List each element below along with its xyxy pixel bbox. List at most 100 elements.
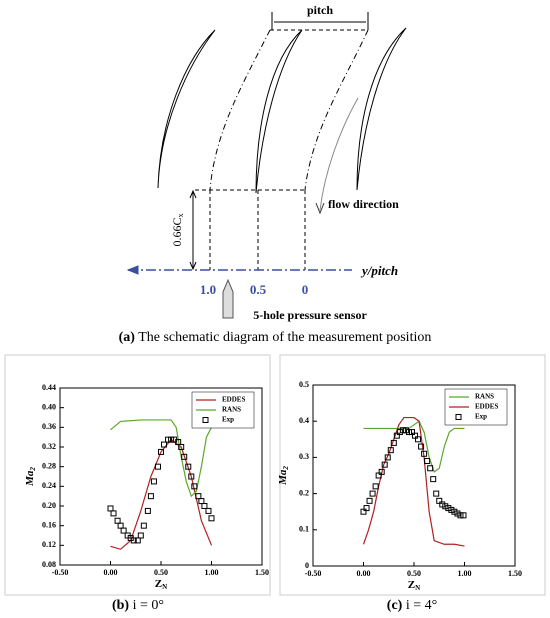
flow-arrowhead [315, 202, 325, 215]
schematic [126, 12, 407, 319]
data-point [460, 512, 467, 519]
y-label-main: Ma [24, 470, 36, 487]
y-label-main: Ma [277, 469, 289, 486]
data-point [445, 505, 452, 512]
blade [157, 29, 216, 189]
y-tick-label: 0.12 [42, 540, 56, 549]
data-point [424, 458, 431, 465]
y-tick-label: 0.28 [42, 461, 56, 470]
data-point [154, 463, 161, 470]
legend-label: EDDES [222, 396, 245, 404]
data-point [418, 443, 425, 450]
data-point [175, 439, 182, 446]
data-point [412, 432, 419, 439]
legend-swatch [455, 414, 462, 420]
caption-text: i = 4° [406, 598, 437, 613]
sensor-label: 5-hole pressure sensor [253, 308, 367, 322]
legend-label: Exp [475, 413, 487, 421]
data-point [360, 508, 367, 515]
caption-label: (a) [119, 330, 136, 345]
data-point [198, 498, 205, 505]
data-point [130, 537, 137, 544]
y-tick-label: 0.5 [299, 380, 309, 389]
data-point [201, 503, 208, 509]
y-tick-label: 0.1 [299, 525, 309, 534]
data-point [378, 468, 385, 475]
caption: (b) i = 0° [112, 598, 164, 613]
y-tick-label: 0 [305, 561, 309, 570]
blade [255, 29, 303, 194]
y-tick-label: 0.2 [299, 488, 309, 497]
y-tick-label: 0.16 [42, 520, 56, 529]
data-point [454, 510, 461, 517]
axis-label: y/pitch [360, 263, 398, 278]
x-axis-label: ZN [408, 579, 420, 592]
caption: (c) i = 4° [387, 598, 437, 613]
x-tick-label: 0.00 [104, 568, 118, 577]
y-tick-label: 0.3 [299, 452, 309, 461]
x-tick-label: 0.50 [407, 569, 421, 578]
data-point [165, 436, 172, 443]
data-point [178, 444, 185, 450]
x-tick-label: 0.00 [357, 569, 371, 578]
x-label-sub: N [415, 584, 420, 592]
data-point [457, 512, 464, 519]
y-tick-label: 0.36 [42, 422, 56, 431]
data-point [117, 522, 124, 529]
data-point [375, 472, 382, 479]
data-point [181, 453, 188, 460]
data-point [188, 473, 195, 480]
legend-label: Exp [222, 416, 234, 424]
y-label-sub: 2 [282, 466, 290, 471]
data-point [195, 493, 202, 500]
y-tick-label: 0.08 [42, 560, 56, 569]
height-sub: x [176, 213, 185, 217]
data-point [140, 522, 147, 529]
y-tick-label: 0.4 [299, 416, 309, 425]
data-point [137, 532, 144, 539]
data-point [168, 436, 175, 443]
x-tick-label: -0.50 [305, 569, 322, 578]
x-label-main: Z [408, 579, 415, 591]
data-point [430, 476, 437, 483]
data-point [185, 463, 192, 470]
data-point [191, 483, 198, 490]
data-point [433, 490, 440, 497]
data-point [439, 501, 446, 508]
data-point [396, 429, 403, 436]
y-tick-label: 0.20 [42, 501, 56, 510]
x-tick-label: 0.50 [154, 568, 168, 577]
data-point [415, 436, 422, 443]
caption: (a) The schematic diagram of the measure… [119, 330, 432, 345]
legend-label: EDDES [475, 403, 498, 411]
y-axis-label: Ma2 [24, 467, 37, 487]
x-tick-label: 1.00 [458, 569, 472, 578]
data-point [381, 461, 388, 468]
y-tick-label: 0.32 [42, 442, 56, 451]
height-main: 0.66C [170, 217, 184, 246]
data-point [402, 427, 409, 434]
data-point [150, 478, 157, 485]
y-tick-label: 0.24 [42, 481, 56, 490]
flow-arrow [319, 97, 359, 211]
sensor [222, 278, 234, 319]
series-line [110, 419, 213, 498]
caption-text: i = 0° [133, 598, 164, 613]
x-tick-label: -0.50 [52, 568, 69, 577]
x-tick-label: 1.50 [255, 568, 269, 577]
height-label: 0.66Cx [170, 213, 185, 246]
legend-label: RANS [475, 393, 494, 401]
position-label: 0 [302, 282, 309, 297]
data-point [387, 447, 394, 454]
data-point [366, 497, 373, 504]
data-point [144, 507, 151, 514]
data-point [369, 490, 376, 497]
data-point [421, 450, 428, 457]
data-point [448, 506, 455, 513]
pitch-label: pitch [307, 3, 333, 17]
y-label-sub: 2 [29, 467, 37, 472]
data-point [451, 508, 458, 515]
x-tick-label: 1.00 [205, 568, 219, 577]
legend-swatch [202, 417, 209, 423]
